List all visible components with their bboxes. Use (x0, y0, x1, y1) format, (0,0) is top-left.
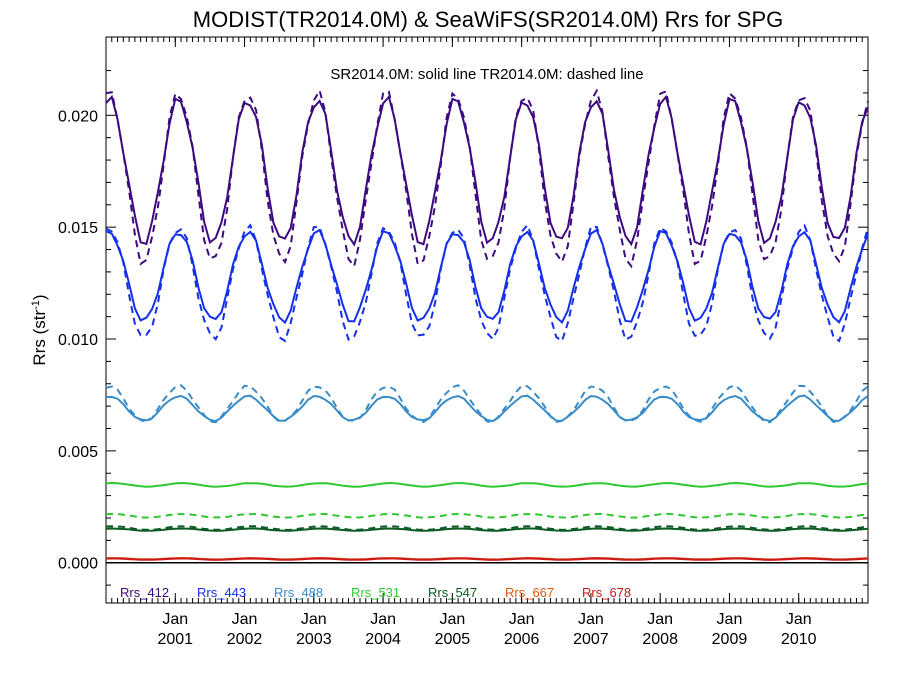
legend-item-rrs-547: Rrs_547 (428, 585, 477, 600)
x-tick-year: 2010 (781, 631, 817, 648)
y-axis-label: Rrs (str-1) (30, 294, 49, 365)
x-tick-year: 2005 (435, 631, 471, 648)
x-tick-month: Jan (301, 611, 327, 628)
x-tick-month: Jan (509, 611, 535, 628)
series-line-rrs-547-solid (105, 527, 869, 532)
x-tick-month: Jan (439, 611, 465, 628)
x-axis: Jan 2001 Jan 2002 Jan 2003 Jan 2004 Jan 2005 Jan 20… (105, 37, 869, 648)
y-tick-label: 0.015 (58, 220, 98, 237)
y-axis: 0.000 0.005 0.010 0.015 0.020 (58, 70, 868, 586)
legend-item-rrs-412: Rrs_412 (120, 585, 169, 600)
x-tick-month: Jan (370, 611, 396, 628)
series-line-rrs-531-dashed (105, 512, 869, 519)
legend-item-rrs-488: Rrs_488 (274, 585, 323, 600)
x-tick-year: 2003 (296, 631, 332, 648)
x-tick-year: 2006 (504, 631, 540, 648)
x-tick-year: 2007 (573, 631, 609, 648)
legend-item-rrs-667: Rrs_667 (505, 585, 554, 600)
legend-item-rrs-678: Rrs_678 (582, 585, 631, 600)
x-tick-month: Jan (786, 611, 812, 628)
y-tick-label: 0.020 (58, 108, 98, 125)
x-tick-month: Jan (647, 611, 673, 628)
series-line-rrs-547-dashed (105, 525, 869, 531)
y-tick-label: 0.005 (58, 444, 98, 461)
x-tick-year: 2004 (365, 631, 401, 648)
x-tick-year: 2001 (157, 631, 193, 648)
legend-item-rrs-531: Rrs_531 (351, 585, 400, 600)
x-tick-year: 2002 (227, 631, 263, 648)
series-line-rrs-488-dashed (105, 384, 869, 424)
x-tick-month: Jan (232, 611, 258, 628)
series-line-rrs-488-solid (105, 394, 869, 423)
x-tick-year: 2009 (712, 631, 748, 648)
series-line-rrs-412-solid (105, 94, 869, 247)
series-line-rrs-412-dashed (105, 88, 869, 269)
series-line-rrs-443-dashed (105, 223, 869, 343)
y-tick-label: 0.000 (58, 556, 98, 573)
series-line-rrs-531-solid (105, 481, 869, 488)
y-tick-label: 0.010 (58, 332, 98, 349)
line-style-note: SR2014.0M: solid line TR2014.0M: dashed … (330, 66, 643, 83)
chart-title: MODIST(TR2014.0M) & SeaWiFS(SR2014.0M) R… (193, 7, 783, 32)
x-tick-year: 2008 (642, 631, 678, 648)
series-line-rrs-678-solid (105, 557, 869, 561)
legend-item-rrs-443: Rrs_443 (197, 585, 246, 600)
series-lines (105, 88, 869, 561)
legend: Rrs_412 Rrs_443 Rrs_488 Rrs_531 Rrs_547 Rrs_6… (120, 585, 631, 600)
x-tick-month: Jan (162, 611, 188, 628)
x-tick-month: Jan (717, 611, 743, 628)
x-tick-month: Jan (578, 611, 604, 628)
